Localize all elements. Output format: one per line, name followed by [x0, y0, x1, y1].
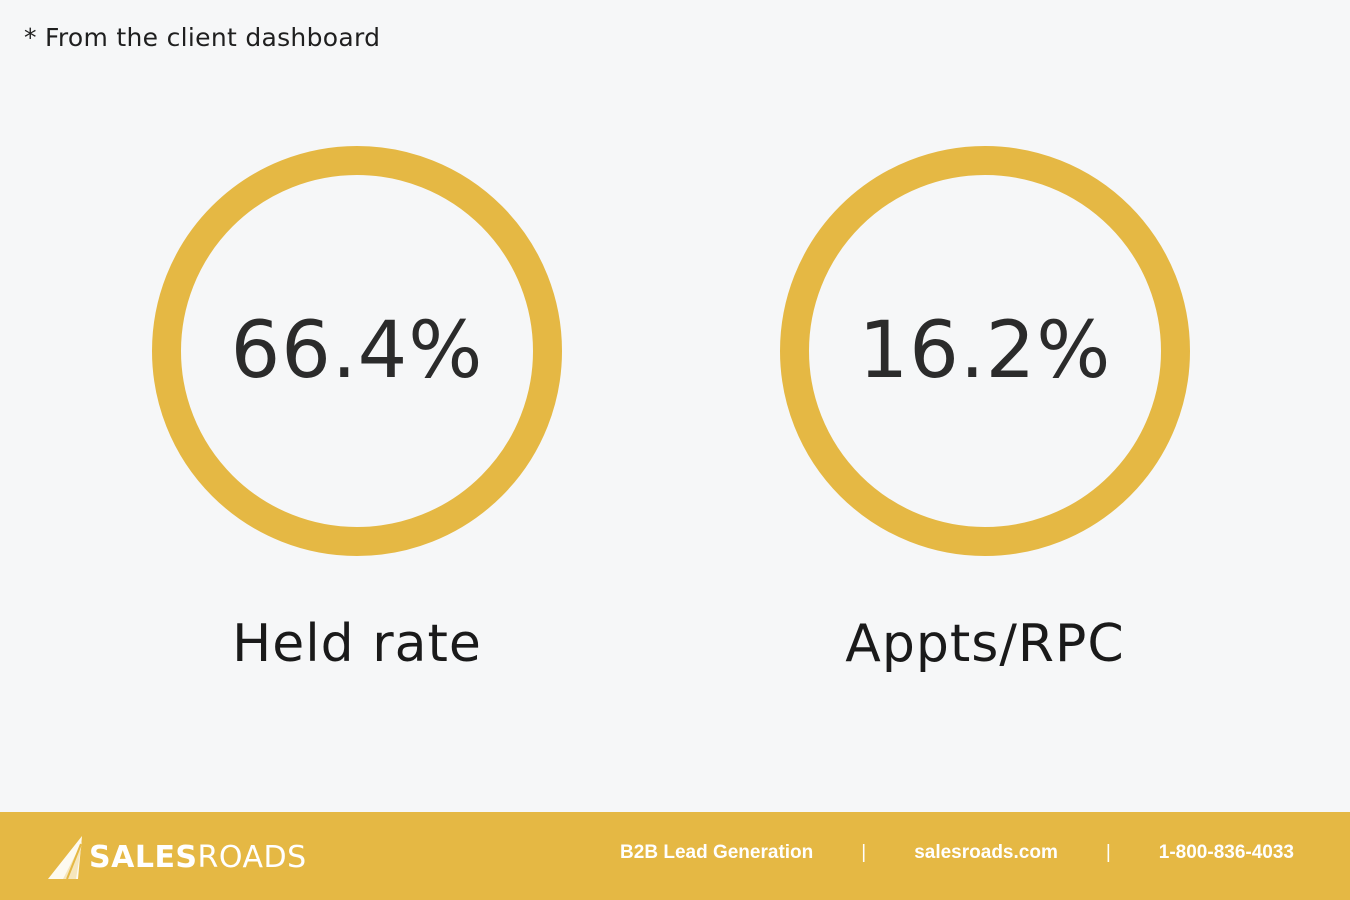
appts-rpc-ring: 16.2% [780, 146, 1190, 556]
held-rate-stat: 66.4% Held rate [152, 146, 562, 706]
footer-bar: SALESROADS B2B Lead Generation | salesro… [0, 812, 1350, 900]
logo-text-sales: SALES [89, 839, 198, 875]
appts-rpc-label: Appts/RPC [845, 614, 1125, 674]
held-rate-ring: 66.4% [152, 146, 562, 556]
appts-rpc-stat: 16.2% Appts/RPC [780, 146, 1190, 706]
footer-website-link[interactable]: salesroads.com [914, 842, 1058, 863]
salesroads-logo[interactable]: SALESROADS [46, 834, 307, 880]
footer-separator: | [1105, 842, 1111, 863]
footer-phone-link[interactable]: 1-800-836-4033 [1158, 842, 1294, 863]
logo-text-roads: ROADS [197, 839, 307, 875]
logo-text: SALESROADS [89, 840, 307, 875]
footer-tagline: B2B Lead Generation [620, 842, 814, 863]
appts-rpc-value: 16.2% [858, 306, 1112, 396]
held-rate-label: Held rate [232, 614, 482, 674]
sail-icon [48, 836, 82, 880]
footer-links: B2B Lead Generation | salesroads.com | 1… [620, 842, 1294, 864]
footnote: * From the client dashboard [24, 23, 381, 52]
footer-separator: | [861, 842, 867, 863]
held-rate-value: 66.4% [230, 306, 484, 396]
